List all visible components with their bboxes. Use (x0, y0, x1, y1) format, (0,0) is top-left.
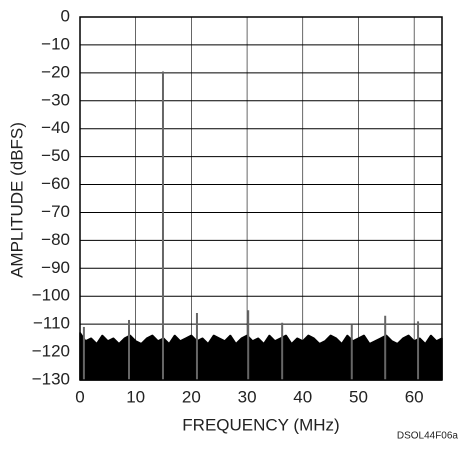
y-tick-label: −20 (41, 62, 70, 81)
x-tick-label: 0 (75, 387, 84, 406)
y-tick-label: −60 (41, 174, 70, 193)
y-tick-label: −130 (32, 369, 70, 388)
y-tick-label: −30 (41, 90, 70, 109)
x-tick-label: 20 (182, 387, 201, 406)
figure-code: DSOL44F06a (397, 431, 459, 442)
y-tick-label: −50 (41, 146, 70, 165)
y-tick-label: −70 (41, 202, 70, 221)
x-tick-label: 10 (126, 387, 145, 406)
x-tick-label: 30 (238, 387, 257, 406)
y-tick-label: −100 (32, 286, 70, 305)
plot-frame (79, 16, 443, 381)
x-tick-label: 50 (349, 387, 368, 406)
y-tick-label: −90 (41, 258, 70, 277)
y-tick-label: −110 (33, 314, 70, 333)
x-axis-label: FREQUENCY (MHz) (182, 415, 339, 434)
y-axis-label: AMPLITUDE (dBFS) (7, 122, 26, 278)
y-tick-label: −40 (41, 118, 70, 137)
y-tick-label: −80 (41, 230, 70, 249)
noise-floor (79, 332, 443, 381)
y-tick-label: −120 (32, 342, 70, 361)
y-tick-label: −10 (41, 34, 70, 53)
x-tick-label: 60 (405, 387, 424, 406)
x-tick-label: 40 (293, 387, 312, 406)
y-tick-label: 0 (61, 6, 70, 25)
